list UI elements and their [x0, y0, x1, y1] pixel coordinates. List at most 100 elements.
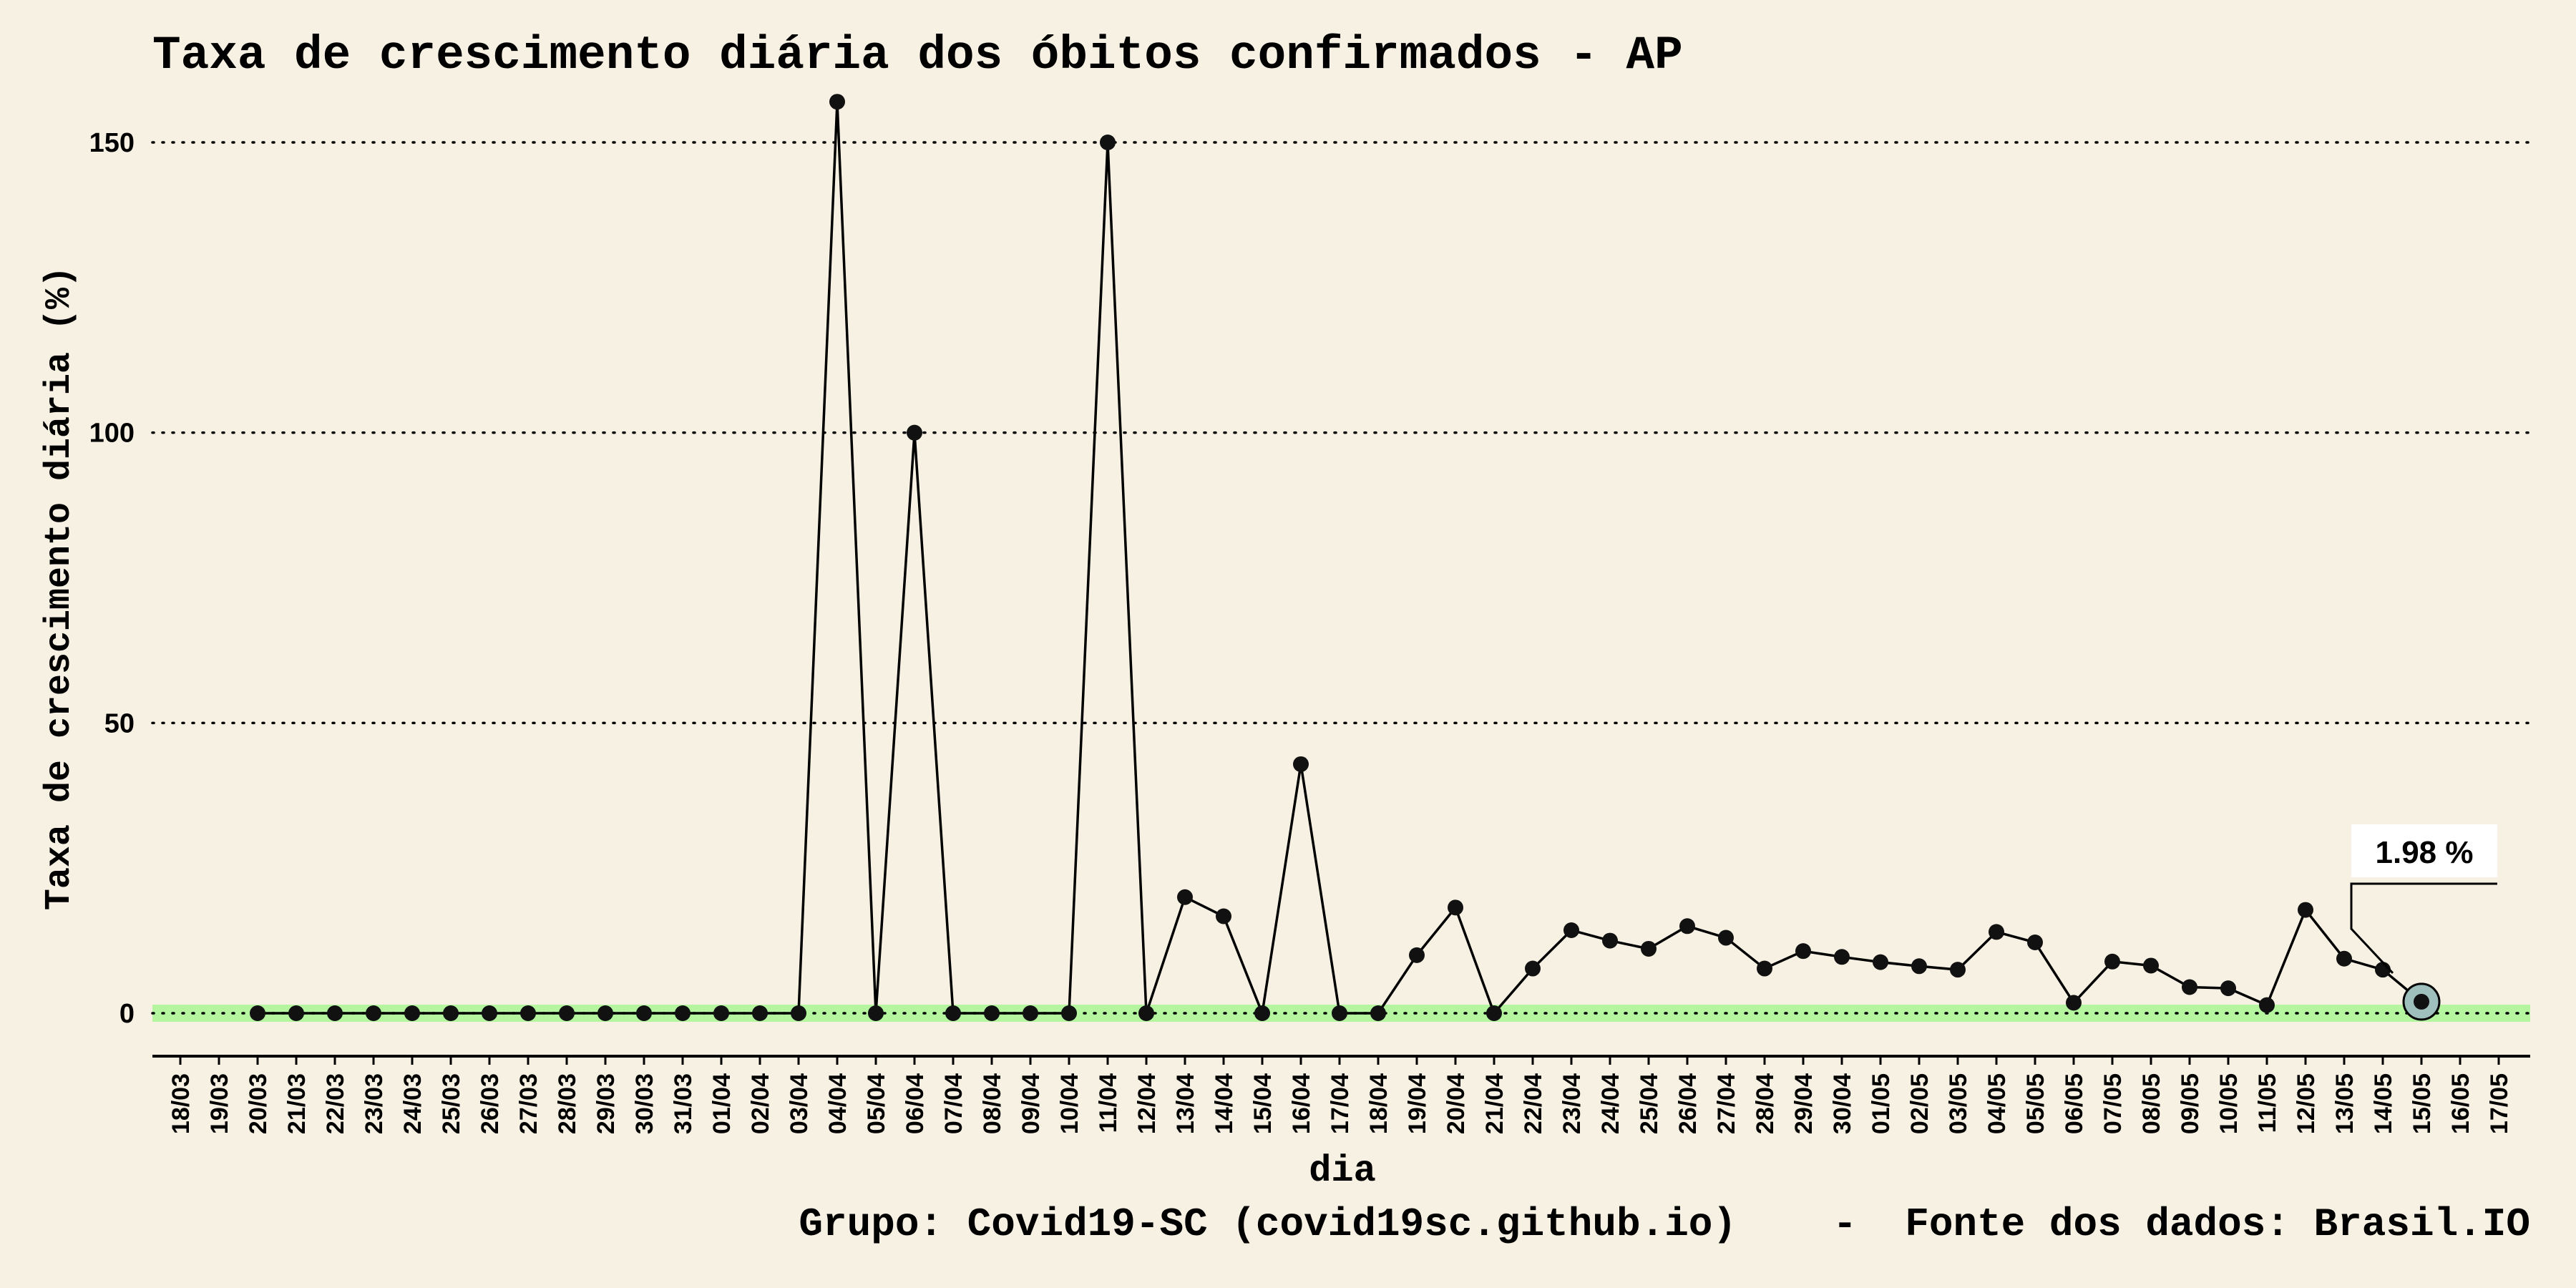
x-tick-label: 10/04: [1056, 1073, 1083, 1134]
data-point: [404, 1005, 420, 1021]
annotation-leader: [2350, 882, 2497, 974]
annotation-label: 1.98 %: [2376, 835, 2474, 870]
data-point: [443, 1005, 459, 1021]
data-point: [2182, 979, 2197, 995]
x-tick-label: 10/05: [2215, 1073, 2243, 1134]
x-tick-label: 07/04: [940, 1073, 967, 1134]
highlight-point: [2414, 993, 2429, 1010]
data-point: [327, 1005, 343, 1021]
data-point: [520, 1005, 536, 1021]
x-tick-label: 30/04: [1829, 1073, 1856, 1134]
data-point: [868, 1005, 884, 1021]
data-point: [713, 1005, 729, 1021]
data-point: [2027, 935, 2043, 951]
x-tick-label: 12/05: [2293, 1073, 2320, 1134]
x-tick-label: 08/05: [2138, 1073, 2165, 1134]
y-tick-label: 0: [119, 999, 135, 1029]
data-point: [1138, 1005, 1154, 1021]
data-point: [1023, 1005, 1038, 1021]
x-tick-label: 11/05: [2254, 1073, 2281, 1133]
data-point: [1177, 889, 1193, 905]
x-tick-label: 04/05: [1984, 1073, 2011, 1134]
data-point: [1950, 962, 1966, 978]
x-tick-label: 29/03: [592, 1073, 620, 1134]
data-point: [1563, 922, 1579, 938]
data-point: [2259, 997, 2275, 1013]
x-tick-label: 06/05: [2061, 1073, 2088, 1134]
x-tick-label: 19/03: [206, 1073, 233, 1134]
data-point: [1254, 1005, 1270, 1021]
x-tick-label: 20/03: [245, 1073, 272, 1134]
data-point: [1100, 135, 1116, 150]
y-axis-ticks: 0 50 100 150: [89, 128, 135, 1029]
x-tick-label: 09/05: [2177, 1073, 2204, 1134]
x-tick-label: 18/03: [167, 1073, 195, 1134]
x-tick-label: 27/04: [1713, 1073, 1740, 1134]
data-point: [1486, 1005, 1502, 1021]
x-tick-label: 30/03: [631, 1073, 658, 1134]
data-point: [1795, 943, 1811, 960]
data-point: [2220, 980, 2236, 997]
data-point: [1332, 1005, 1347, 1021]
data-point: [829, 94, 845, 110]
x-tick-label: 25/03: [438, 1073, 465, 1134]
data-point: [2143, 957, 2159, 974]
x-tick-label: 15/04: [1249, 1073, 1277, 1134]
data-point: [1525, 960, 1541, 977]
x-tick-label: 02/04: [747, 1073, 774, 1134]
x-tick-label: 20/04: [1443, 1073, 1470, 1134]
data-point: [1757, 960, 1772, 977]
x-tick-label: 09/04: [1018, 1073, 1045, 1134]
chart-title: Taxa de crescimento diária dos óbitos co…: [152, 29, 1683, 82]
data-point: [1061, 1005, 1077, 1021]
x-tick-label: 17/05: [2486, 1073, 2513, 1134]
x-tick-label: 26/04: [1674, 1073, 1702, 1134]
x-tick-label: 17/04: [1327, 1073, 1354, 1134]
x-tick-label: 05/05: [2022, 1073, 2049, 1134]
data-point: [482, 1005, 497, 1021]
data-point: [1873, 954, 1888, 970]
data-point: [250, 1005, 265, 1021]
x-tick-label: 21/04: [1481, 1073, 1508, 1134]
data-point: [1216, 908, 1231, 924]
data-point: [907, 424, 922, 441]
data-point: [1409, 947, 1425, 963]
data-point: [1718, 930, 1734, 946]
y-tick-label: 100: [89, 419, 135, 449]
data-point: [288, 1005, 304, 1021]
x-tick-label: 29/04: [1790, 1073, 1818, 1134]
x-tick-label: 22/03: [322, 1073, 349, 1134]
data-point: [636, 1005, 652, 1021]
data-point: [752, 1005, 768, 1021]
x-tick-label: 28/04: [1752, 1073, 1779, 1134]
series-line: [250, 94, 2429, 1021]
data-point: [1602, 932, 1618, 949]
data-point: [1641, 940, 1657, 957]
x-tick-label: 05/04: [863, 1073, 890, 1134]
data-point: [2298, 902, 2313, 918]
annotation-box: [2351, 824, 2497, 877]
data-point: [1834, 949, 1850, 965]
data-point: [675, 1005, 691, 1021]
x-tick-label: 15/05: [2409, 1073, 2436, 1134]
x-tick-label: 13/05: [2331, 1073, 2358, 1134]
y-tick-label: 150: [89, 128, 135, 158]
x-tick-label: 25/04: [1636, 1073, 1663, 1134]
x-tick-label: 08/04: [979, 1073, 1006, 1134]
data-point: [1989, 924, 2004, 940]
x-tick-label: 26/03: [477, 1073, 504, 1134]
x-tick-label: 23/03: [361, 1073, 388, 1134]
x-tick-label: 01/04: [708, 1073, 736, 1134]
x-tick-label: 03/04: [786, 1073, 813, 1134]
x-tick-label: 27/03: [515, 1073, 542, 1134]
data-point: [1370, 1005, 1386, 1021]
data-point: [2066, 995, 2082, 1011]
x-tick-label: 28/03: [554, 1073, 581, 1134]
x-axis: 18/03 19/03 20/03 21/03 22/03 23/03 24/03 25/03…: [152, 1055, 2530, 1134]
data-point: [984, 1005, 1000, 1021]
data-point: [366, 1005, 381, 1021]
x-tick-label: 22/04: [1520, 1073, 1547, 1134]
x-tick-label: 11/04: [1095, 1073, 1122, 1133]
highlight-annotation: 1.98 %: [2350, 824, 2497, 1021]
